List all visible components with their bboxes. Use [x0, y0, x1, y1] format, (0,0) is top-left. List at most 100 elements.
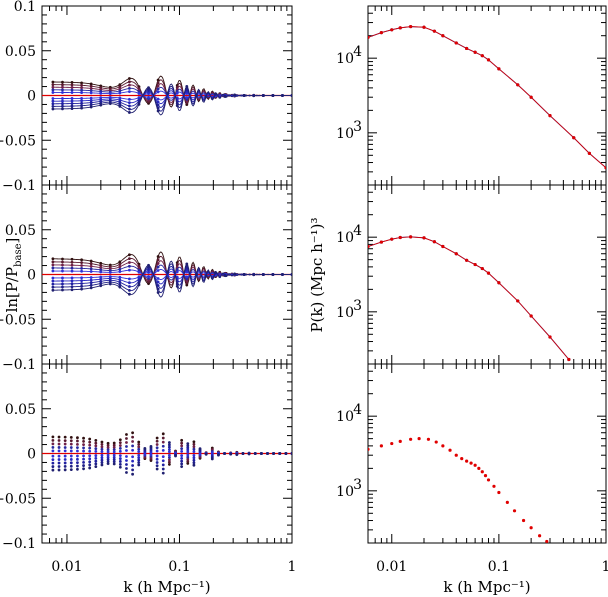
series-point	[89, 259, 93, 263]
data-point	[538, 534, 542, 538]
series-point	[80, 86, 83, 90]
series-point	[125, 433, 128, 436]
series-point	[106, 455, 110, 459]
data-point	[473, 463, 477, 467]
series-point	[100, 447, 104, 451]
series-point	[118, 85, 122, 89]
panel-right-middle	[367, 184, 607, 365]
series-point	[185, 277, 189, 281]
series-point	[118, 457, 122, 460]
series-point	[70, 288, 74, 292]
series-point	[88, 463, 92, 467]
series-point	[241, 452, 245, 455]
series-point	[80, 264, 83, 267]
series-point	[125, 467, 128, 470]
series-point	[214, 270, 217, 274]
series-point	[88, 437, 92, 441]
data-point	[480, 266, 484, 271]
series-point	[198, 447, 202, 451]
series-point	[242, 272, 246, 276]
series-line	[368, 236, 570, 360]
series-point	[51, 102, 55, 106]
series-point	[118, 98, 122, 102]
series-point	[76, 439, 79, 443]
data-point	[465, 459, 469, 463]
y-tick-label: −0.1	[2, 536, 36, 552]
y-tick-label: 10	[336, 409, 354, 425]
data-point	[473, 262, 477, 267]
series-point	[80, 106, 83, 110]
series-point	[156, 280, 160, 284]
data-point	[434, 440, 438, 444]
series-point	[175, 104, 179, 108]
series-point	[128, 253, 131, 257]
series-point	[70, 80, 74, 84]
series-point	[99, 91, 103, 95]
series-group	[42, 75, 292, 116]
series-point	[233, 272, 237, 276]
data-point	[432, 240, 436, 244]
series-point	[137, 456, 141, 460]
series-point	[118, 100, 122, 104]
series-point	[61, 102, 64, 106]
series-point	[186, 444, 190, 448]
series-point	[118, 283, 122, 287]
series-point	[131, 468, 135, 472]
series-point	[192, 458, 196, 462]
series-point	[147, 95, 150, 99]
series-point	[155, 449, 159, 453]
series-point	[51, 105, 55, 108]
x-tick-label: 0.01	[376, 559, 407, 575]
series-point	[80, 284, 83, 288]
series-point	[106, 453, 110, 457]
series-point	[70, 269, 74, 273]
series-point	[192, 450, 196, 454]
series-point	[51, 269, 55, 273]
series-point	[51, 454, 55, 458]
series-point	[80, 282, 83, 285]
series-point	[70, 266, 74, 270]
series-point	[94, 462, 98, 466]
series-point	[89, 105, 93, 109]
series-point	[70, 276, 74, 280]
series-point	[223, 452, 226, 456]
series-point	[125, 449, 128, 452]
series-point	[63, 449, 67, 453]
series-point	[118, 89, 122, 93]
series-point	[147, 86, 150, 89]
series-point	[100, 461, 104, 464]
series-point	[51, 282, 55, 286]
series-point	[51, 465, 55, 468]
series-point	[125, 437, 128, 440]
series-point	[253, 452, 257, 455]
x-tick-label: 1	[288, 559, 297, 575]
series-point	[156, 87, 160, 91]
series-point	[118, 265, 122, 269]
series-point	[69, 442, 73, 446]
series-point	[61, 104, 64, 108]
data-point	[368, 447, 370, 451]
series-point	[155, 461, 159, 464]
series-point	[80, 99, 83, 103]
series-point	[51, 446, 55, 449]
series-point	[69, 439, 73, 443]
series-point	[89, 278, 93, 282]
series-point	[137, 447, 141, 451]
series-point	[118, 96, 122, 100]
y-tick-label: −0.1	[2, 178, 36, 194]
y-tick-label: 0.05	[5, 44, 36, 60]
series-point	[156, 81, 160, 85]
series-point	[137, 266, 141, 270]
series-point	[192, 440, 196, 444]
series-point	[161, 455, 165, 459]
series-point	[161, 444, 165, 448]
series-point	[70, 91, 74, 94]
y-axis-title-main: ln[P/P	[3, 267, 21, 313]
series-point	[51, 91, 55, 94]
series-point	[118, 262, 122, 266]
series-point	[118, 462, 122, 466]
series-point	[89, 267, 93, 271]
series-point	[180, 450, 184, 453]
y-tick-label: 0.05	[5, 223, 36, 239]
series-point	[128, 80, 131, 84]
